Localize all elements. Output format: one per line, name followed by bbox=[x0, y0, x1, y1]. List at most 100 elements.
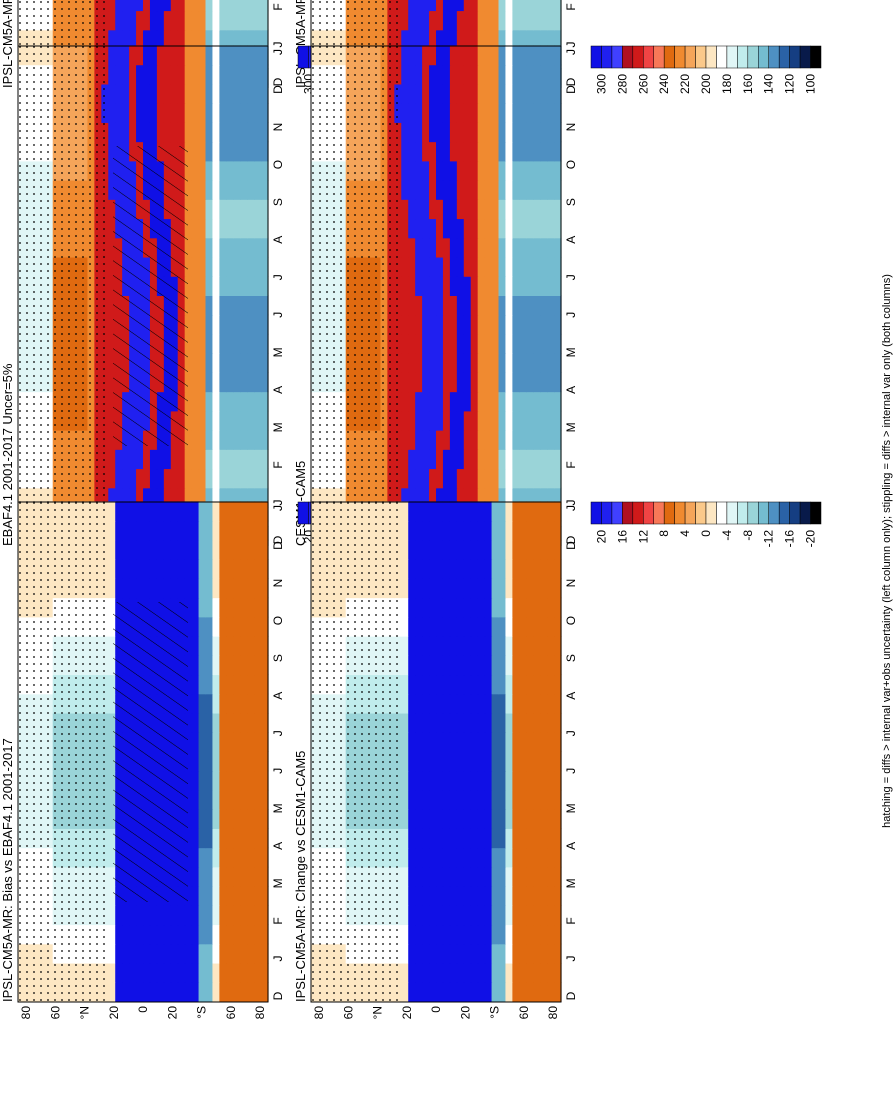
heatmap-cell bbox=[401, 257, 409, 277]
colorbar-swatch bbox=[633, 46, 643, 68]
heatmap-cell bbox=[247, 886, 255, 906]
colorbar-swatch bbox=[612, 46, 622, 68]
heatmap-cell bbox=[429, 449, 437, 469]
plot-area: DJFMAMJJASONDJ8060°N20020°S6080CESM1-CAM… bbox=[293, 45, 578, 563]
heatmap-cell bbox=[164, 45, 172, 65]
heatmap-cell bbox=[199, 540, 207, 560]
heatmap-cell bbox=[199, 218, 207, 238]
heatmap-cell bbox=[533, 84, 541, 104]
heatmap-cell bbox=[192, 521, 200, 541]
heatmap-cell bbox=[164, 103, 172, 123]
heatmap-cell bbox=[450, 180, 458, 200]
heatmap-cell bbox=[492, 449, 500, 469]
heatmap-cell bbox=[519, 180, 527, 200]
heatmap-cell bbox=[233, 65, 241, 85]
heatmap-cell bbox=[450, 238, 458, 258]
heatmap-cell bbox=[443, 65, 451, 85]
heatmap-cell bbox=[408, 218, 416, 238]
heatmap-cell bbox=[450, 411, 458, 431]
heatmap-cell bbox=[540, 45, 548, 65]
heatmap-cell bbox=[254, 257, 262, 277]
heatmap-cell bbox=[554, 257, 562, 277]
heatmap-cell bbox=[478, 84, 486, 104]
heatmap-cell bbox=[554, 430, 562, 450]
heatmap-cell bbox=[415, 161, 423, 181]
heatmap-cell bbox=[547, 199, 555, 219]
heatmap-cell bbox=[199, 944, 207, 964]
month-tick-label: F bbox=[271, 917, 285, 924]
heatmap-cell bbox=[436, 45, 444, 65]
heatmap-cell bbox=[233, 828, 241, 848]
heatmap-cell bbox=[185, 944, 193, 964]
heatmap-cell bbox=[129, 521, 137, 541]
heatmap-cell bbox=[464, 468, 472, 488]
heatmap-cell bbox=[206, 886, 214, 906]
heatmap-cell bbox=[261, 449, 269, 469]
heatmap-cell bbox=[519, 468, 527, 488]
heatmap-cell bbox=[247, 636, 255, 656]
heatmap-cell bbox=[247, 161, 255, 181]
heatmap-cell bbox=[157, 122, 165, 142]
heatmap-cell bbox=[526, 449, 534, 469]
heatmap-cell bbox=[519, 84, 527, 104]
heatmap-cell bbox=[157, 501, 165, 521]
heatmap-cell bbox=[492, 199, 500, 219]
heatmap-cell bbox=[512, 161, 520, 181]
heatmap-cell bbox=[171, 559, 179, 579]
heatmap-cell bbox=[457, 315, 465, 335]
heatmap-cell bbox=[512, 411, 520, 431]
heatmap-cell bbox=[219, 45, 227, 65]
heatmap-cell bbox=[261, 430, 269, 450]
heatmap-cell bbox=[233, 655, 241, 675]
heatmap-cell bbox=[178, 540, 186, 560]
heatmap-cell bbox=[401, 295, 409, 315]
heatmap-cell bbox=[136, 103, 144, 123]
heatmap-cell bbox=[533, 218, 541, 238]
heatmap-cell bbox=[485, 353, 493, 373]
heatmap-cell bbox=[254, 142, 262, 162]
heatmap-cell bbox=[457, 161, 465, 181]
heatmap-cell bbox=[408, 161, 416, 181]
heatmap-cell bbox=[206, 848, 214, 868]
heatmap-cell bbox=[150, 944, 158, 964]
heatmap-cell bbox=[164, 963, 172, 983]
heatmap-cell bbox=[206, 694, 214, 714]
heatmap-cell bbox=[408, 392, 416, 412]
heatmap-cell bbox=[171, 982, 179, 1002]
heatmap-cell bbox=[136, 540, 144, 560]
heatmap-cell bbox=[540, 122, 548, 142]
heatmap-cell bbox=[226, 924, 234, 944]
heatmap-cell bbox=[464, 430, 472, 450]
heatmap-cell bbox=[450, 161, 458, 181]
heatmap-cell bbox=[240, 161, 248, 181]
heatmap-cell bbox=[429, 276, 437, 296]
heatmap-cell bbox=[254, 392, 262, 412]
heatmap-cell bbox=[226, 501, 234, 521]
heatmap-cell bbox=[450, 468, 458, 488]
heatmap-cell bbox=[233, 468, 241, 488]
heatmap-cell bbox=[192, 218, 200, 238]
heatmap-cell bbox=[261, 598, 269, 618]
heatmap-cell bbox=[261, 372, 269, 392]
heatmap-cell bbox=[422, 468, 430, 488]
heatmap-cell bbox=[192, 636, 200, 656]
heatmap-cell bbox=[192, 501, 200, 521]
heatmap-cell bbox=[233, 713, 241, 733]
hatching-overlay bbox=[113, 602, 188, 902]
heatmap-cell bbox=[143, 982, 151, 1002]
heatmap-cell bbox=[199, 598, 207, 618]
heatmap-cell bbox=[450, 257, 458, 277]
heatmap-cell bbox=[192, 257, 200, 277]
heatmap-cell bbox=[478, 257, 486, 277]
heatmap-cell bbox=[192, 142, 200, 162]
heatmap-cell bbox=[505, 334, 513, 354]
heatmap-cell bbox=[485, 430, 493, 450]
heatmap-cell bbox=[212, 10, 220, 30]
heatmap-cell bbox=[199, 713, 207, 733]
heatmap-cell bbox=[240, 501, 248, 521]
heatmap-cell bbox=[457, 0, 465, 11]
heatmap-cell bbox=[240, 578, 248, 598]
heatmap-cell bbox=[429, 161, 437, 181]
heatmap-cell bbox=[436, 161, 444, 181]
heatmap-cell bbox=[408, 103, 416, 123]
